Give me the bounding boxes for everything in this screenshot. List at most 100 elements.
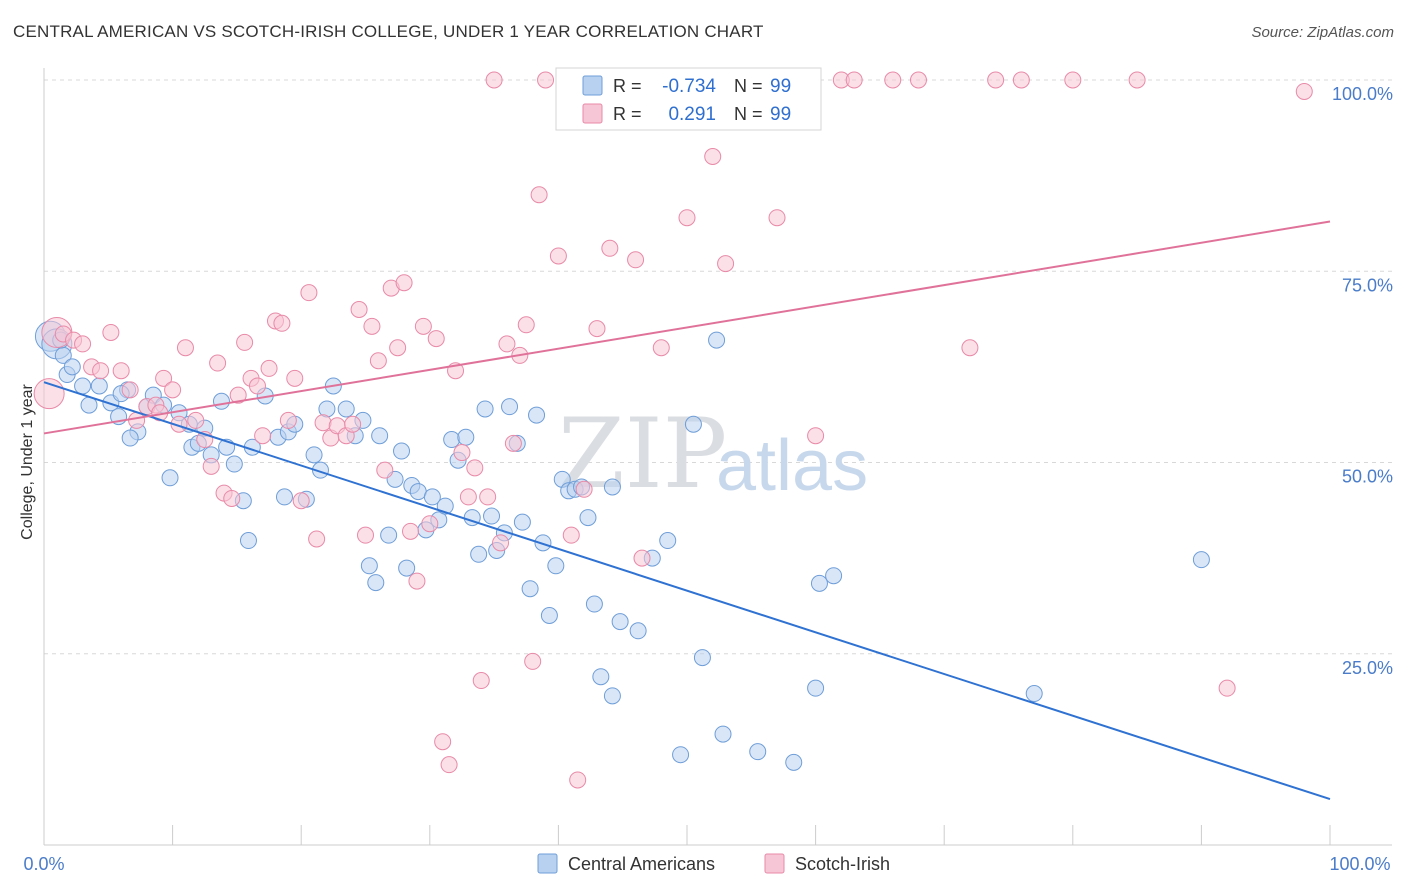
point-scotch-irish [376,461,394,479]
point-scotch-irish [102,323,120,341]
point-central-americans [275,488,293,506]
point-scotch-irish [845,71,863,89]
point-central-americans [470,545,488,563]
trend-lines [43,220,1331,801]
point-central-americans [121,429,139,447]
point-central-americans [611,613,629,631]
point-central-americans [74,377,92,395]
point-scotch-irish [530,186,548,204]
point-scotch-irish [434,733,452,751]
point-central-americans [825,567,843,585]
point-scotch-irish [421,515,439,533]
point-scotch-irish [652,339,670,357]
point-scotch-irish [1218,679,1236,697]
point-central-americans [749,743,767,761]
point-scotch-irish [389,339,407,357]
point-central-americans [585,595,603,613]
point-central-americans [1025,685,1043,703]
point-scotch-irish [569,771,587,789]
point-scotch-irish [408,572,426,590]
point-scotch-irish [164,381,182,399]
point-scotch-irish [453,444,471,462]
point-central-americans [239,532,257,550]
point-scotch-irish [344,415,362,433]
bottom-legend-label-scotch-irish: Scotch-Irish [795,854,890,874]
legend-r-label-1: R = [613,76,642,96]
y-tick-label: 25.0% [1342,658,1393,678]
point-central-americans [547,557,565,575]
watermark-atlas: atlas [716,426,868,506]
y-tick-label: 75.0% [1342,275,1393,295]
point-central-americans [337,400,355,418]
point-scotch-irish [466,459,484,477]
point-scotch-irish [273,314,291,332]
legend-swatch-scotch-irish [582,103,603,124]
point-scotch-irish [121,381,139,399]
point-scotch-irish [229,386,247,404]
point-scotch-irish [961,339,979,357]
point-central-americans [521,580,539,598]
point-scotch-irish [768,209,786,227]
series-legend: Central Americans Scotch-Irish [537,853,890,874]
point-central-americans [423,488,441,506]
point-central-americans [659,532,677,550]
point-central-americans [810,574,828,592]
point-scotch-irish [292,492,310,510]
point-central-americans [380,526,398,544]
point-scotch-irish [987,71,1005,89]
chart-title: CENTRAL AMERICAN VS SCOTCH-IRISH COLLEGE… [13,22,764,41]
point-scotch-irish [485,71,503,89]
point-scotch-irish [562,526,580,544]
legend-r-value-1: -0.734 [662,76,716,97]
point-scotch-irish [1064,71,1082,89]
point-scotch-irish [236,333,254,351]
point-scotch-irish [492,534,510,552]
point-scotch-irish [112,362,130,380]
point-central-americans [225,455,243,473]
point-central-americans [212,392,230,410]
point-central-americans [807,679,825,697]
bottom-legend-swatch-scotch-irish [764,853,785,874]
point-scotch-irish [395,274,413,292]
point-scotch-irish [155,369,173,387]
legend-n-label-2: N = [734,104,763,124]
point-scotch-irish [517,316,535,334]
legend-n-value-2: 99 [770,104,791,125]
x-tick-label-max: 100.0% [1329,854,1390,874]
point-scotch-irish [363,317,381,335]
point-scotch-irish [807,427,825,445]
point-scotch-irish [537,71,555,89]
point-central-americans [90,377,108,395]
point-central-americans [501,398,519,416]
point-central-americans [708,331,726,349]
point-scotch-irish [92,362,110,380]
point-scotch-irish [504,434,522,452]
correlation-legend: R = -0.734 N = 99 R = 0.291 N = 99 [555,67,822,131]
point-central-americans [305,446,323,464]
point-scotch-irish [601,239,619,257]
bottom-legend-label-central-americans: Central Americans [568,854,715,874]
grid-lines [44,79,1392,655]
point-central-americans [360,557,378,575]
point-scotch-irish [575,480,593,498]
y-axis-label: College, Under 1 year [19,384,36,540]
point-scotch-irish [300,284,318,302]
point-central-americans [63,358,81,376]
point-scotch-irish [1012,71,1030,89]
point-central-americans [409,483,427,501]
legend-swatch-central-americans [582,75,603,96]
point-scotch-irish [308,530,326,548]
point-scotch-irish [202,457,220,475]
point-scotch-irish [260,359,278,377]
point-central-americans [603,687,621,705]
point-central-americans [476,400,494,418]
point-scotch-irish [459,488,477,506]
point-scotch-irish [472,672,490,690]
data-points [33,71,1313,789]
trend-line-central-americans [43,381,1331,801]
point-scotch-irish [254,427,272,445]
point-central-americans [785,753,803,771]
point-central-americans [540,607,558,624]
y-tick-label: 50.0% [1342,467,1393,487]
point-scotch-irish [350,301,368,318]
